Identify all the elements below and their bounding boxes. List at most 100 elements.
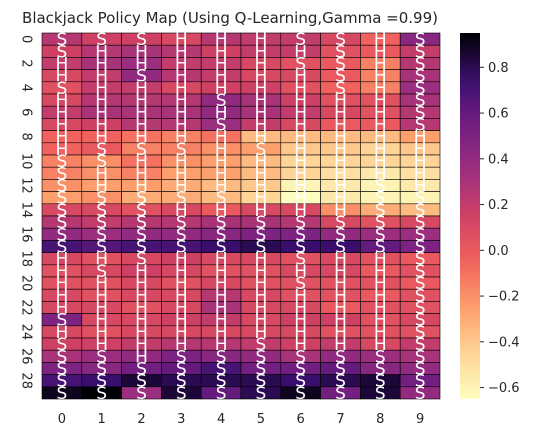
cell-annotation: H (294, 128, 307, 148)
cell-annotation: H (56, 286, 69, 306)
cell-annotation: S (57, 79, 68, 99)
cell-annotation: S (415, 238, 426, 258)
cell-annotation: S (136, 360, 147, 380)
cell-annotation: S (176, 213, 187, 233)
cell-annotation: H (414, 164, 427, 184)
cell-annotation: S (415, 323, 426, 343)
cell-annotation: H (95, 286, 108, 306)
cell-annotation: H (294, 164, 307, 184)
cell-annotation: H (135, 103, 148, 123)
cell-annotation: H (255, 128, 268, 148)
cell-annotation: H (215, 67, 228, 87)
y-tick-label: 20 (19, 275, 34, 292)
cell-annotation: S (216, 347, 227, 367)
cell-annotation: H (334, 311, 347, 331)
cell-annotation: S (57, 384, 68, 404)
cell-annotation: S (375, 347, 386, 367)
cell-annotation: S (57, 213, 68, 233)
cell-annotation: S (256, 372, 267, 392)
cell-annotation: H (95, 42, 108, 62)
cell-annotation: S (57, 164, 68, 184)
cell-annotation: H (255, 91, 268, 111)
cell-annotation: S (375, 177, 386, 197)
x-tick-label: 9 (416, 412, 424, 427)
cell-annotation: H (414, 152, 427, 172)
cell-annotation: S (136, 201, 147, 221)
cell-annotation: S (295, 372, 306, 392)
cell-annotation: H (374, 140, 387, 160)
cell-annotation: H (95, 91, 108, 111)
y-tick-label: 16 (19, 226, 34, 243)
cell-annotation: H (255, 189, 268, 209)
cell-annotation: S (96, 360, 107, 380)
cell-annotation: H (414, 128, 427, 148)
cell-annotation: S (335, 30, 346, 50)
cell-annotation: S (375, 238, 386, 258)
colorbar-tick-label: 0.8 (488, 61, 509, 76)
cell-annotation: H (334, 323, 347, 343)
cell-annotation: S (335, 360, 346, 380)
cell-annotation: H (215, 311, 228, 331)
cell-annotation: H (215, 164, 228, 184)
y-tick-label: 28 (19, 372, 34, 389)
cell-annotation: H (334, 335, 347, 355)
cell-annotation: H (215, 335, 228, 355)
colorbar-tick-label: −0.2 (488, 290, 520, 305)
cell-annotation: S (96, 372, 107, 392)
cell-annotation: H (255, 201, 268, 221)
cell-annotation: S (57, 152, 68, 172)
colorbar-tick-label: −0.6 (488, 381, 520, 396)
cell-annotation: S (96, 225, 107, 245)
cell-annotation: S (216, 225, 227, 245)
cell-annotation: S (176, 360, 187, 380)
cell-annotation: H (294, 79, 307, 99)
cell-annotation: H (95, 164, 108, 184)
cell-annotation: H (334, 116, 347, 136)
cell-annotation: H (95, 250, 108, 270)
cell-annotation: S (415, 91, 426, 111)
cell-annotation: H (215, 128, 228, 148)
cell-annotation: H (294, 286, 307, 306)
cell-annotation: H (215, 140, 228, 160)
cell-annotation: S (415, 30, 426, 50)
cell-annotation: H (255, 286, 268, 306)
cell-annotation: S (375, 213, 386, 233)
cell-annotation: H (215, 323, 228, 343)
cell-annotation: S (96, 30, 107, 50)
cell-annotation: S (295, 360, 306, 380)
cell-annotation: H (135, 152, 148, 172)
cell-annotation: H (95, 103, 108, 123)
cell-annotation: H (175, 79, 188, 99)
cell-annotation: S (415, 55, 426, 75)
cell-annotation: H (374, 335, 387, 355)
cell-annotation: S (96, 384, 107, 404)
cell-annotation: H (215, 299, 228, 319)
cell-annotation: H (294, 299, 307, 319)
cell-annotation: S (256, 347, 267, 367)
y-tick-label: 18 (19, 250, 34, 267)
cell-annotation: S (256, 225, 267, 245)
x-tick-label: 1 (98, 412, 106, 427)
cell-annotation: H (175, 30, 188, 50)
cell-annotation: S (415, 213, 426, 233)
cell-annotation: S (96, 189, 107, 209)
cell-annotation: H (334, 128, 347, 148)
y-tick-label: 4 (19, 84, 34, 92)
cell-annotation: H (255, 299, 268, 319)
cell-annotation: H (255, 311, 268, 331)
cell-annotation: H (175, 323, 188, 343)
cell-annotation: S (375, 384, 386, 404)
cell-annotation: S (335, 67, 346, 87)
cell-annotation: H (215, 152, 228, 172)
cell-annotation: S (176, 140, 187, 160)
cell-annotation: S (176, 384, 187, 404)
cell-annotation: S (415, 335, 426, 355)
cell-annotation: H (215, 55, 228, 75)
cell-annotation: S (335, 347, 346, 367)
colorbar-ticks: 0.8 0.6 0.4 0.2 0.0 −0.2 −0.4 −0.6 (480, 61, 520, 396)
cell-annotation: H (135, 79, 148, 99)
cell-annotation: H (334, 201, 347, 221)
cell-annotation: H (334, 286, 347, 306)
cell-annotation: H (95, 299, 108, 319)
cell-annotation: H (135, 311, 148, 331)
